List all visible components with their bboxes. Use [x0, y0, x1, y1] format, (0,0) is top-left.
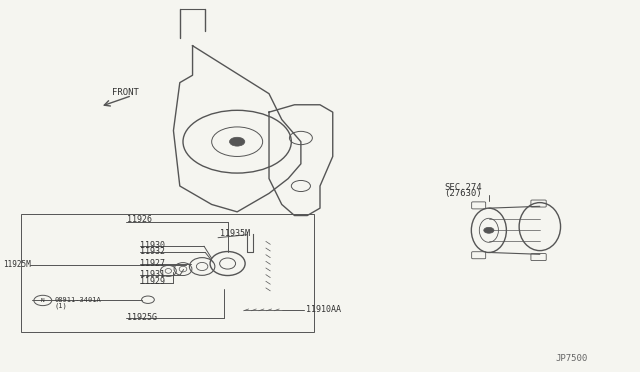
Text: 11935M: 11935M: [220, 230, 250, 238]
Text: 11929: 11929: [140, 278, 165, 286]
Circle shape: [230, 137, 245, 146]
Text: 11932: 11932: [140, 247, 165, 256]
Text: (27630): (27630): [444, 189, 482, 198]
Text: 11925M: 11925M: [3, 260, 31, 269]
Text: (1): (1): [54, 302, 67, 308]
Text: 11927: 11927: [140, 259, 165, 268]
Text: JP7500: JP7500: [556, 354, 588, 363]
Text: 11931: 11931: [140, 270, 165, 279]
Text: FRONT: FRONT: [112, 89, 139, 97]
Text: 11930: 11930: [140, 241, 165, 250]
Text: 11926: 11926: [127, 215, 152, 224]
Text: SEC.274: SEC.274: [444, 183, 482, 192]
Text: 08911-3401A: 08911-3401A: [54, 298, 101, 304]
Text: N: N: [41, 298, 45, 303]
Circle shape: [484, 227, 494, 233]
Text: 11910AA: 11910AA: [306, 305, 341, 314]
Text: 11925G: 11925G: [127, 312, 157, 321]
